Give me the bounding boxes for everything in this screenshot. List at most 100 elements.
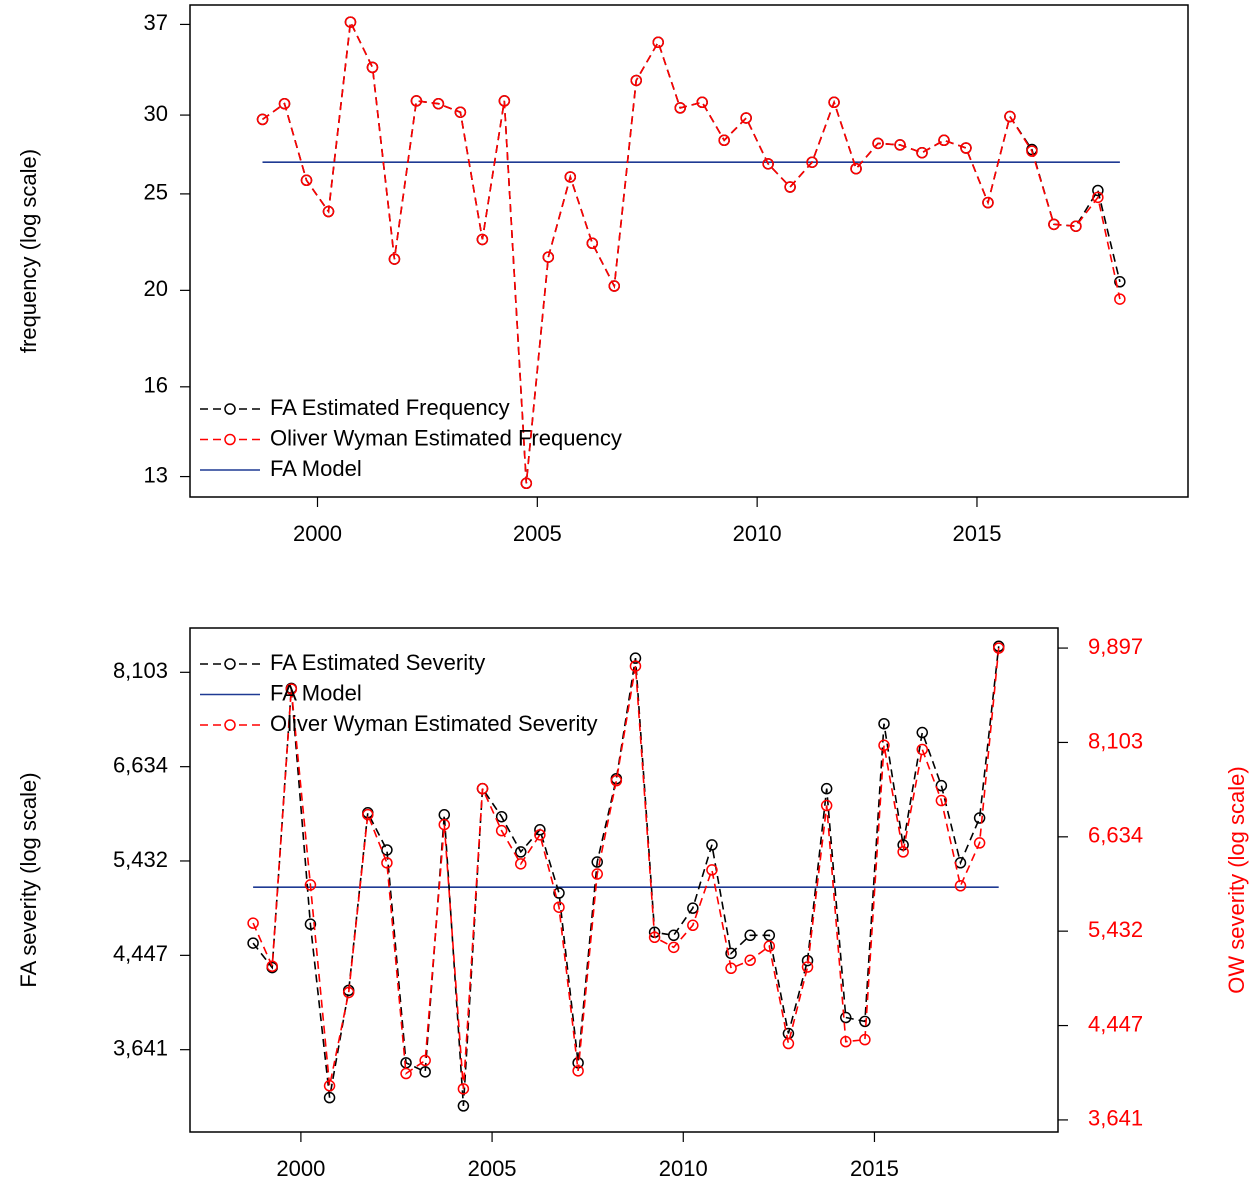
- data-point: [629, 652, 642, 664]
- x-tick-label: 2000: [293, 521, 342, 546]
- data-point: [515, 846, 527, 858]
- data-point: [342, 986, 355, 999]
- data-point: [954, 880, 967, 892]
- legend-marker: [224, 403, 236, 415]
- data-point: [916, 146, 928, 159]
- y-tick-label: 25: [144, 180, 168, 205]
- data-point: [515, 858, 527, 870]
- data-point: [725, 947, 737, 960]
- data-point: [850, 162, 862, 175]
- data-point: [820, 799, 833, 812]
- y-tick-label: 13: [144, 462, 168, 487]
- data-point: [520, 477, 533, 490]
- data-point: [894, 139, 906, 151]
- data-point: [438, 818, 451, 831]
- data-point: [553, 887, 565, 899]
- data-point: [498, 95, 511, 107]
- data-point: [648, 931, 661, 944]
- data-point: [419, 1054, 431, 1067]
- data-point: [608, 280, 621, 292]
- legend-label: FA Model: [270, 680, 362, 705]
- data-point: [806, 156, 818, 168]
- data-point: [629, 660, 642, 672]
- data-point: [476, 782, 489, 795]
- data-point: [591, 868, 603, 880]
- y2-tick-label: 8,103: [1088, 728, 1143, 753]
- x-tick-label: 2005: [513, 521, 562, 546]
- data-point: [859, 1033, 871, 1046]
- data-point: [1114, 293, 1126, 305]
- data-point: [718, 134, 730, 147]
- data-point: [381, 844, 393, 856]
- data-point: [300, 174, 313, 187]
- data-point: [610, 774, 623, 787]
- y-tick-label: 20: [144, 276, 168, 301]
- data-point: [495, 810, 508, 823]
- data-point: [667, 941, 680, 954]
- y-axis-title: FA severity (log scale): [16, 772, 41, 987]
- data-point: [840, 1035, 852, 1048]
- data-point: [457, 1100, 470, 1112]
- y2-tick-label: 3,641: [1088, 1106, 1143, 1131]
- data-point: [935, 794, 948, 807]
- data-point: [247, 917, 259, 929]
- legend-label: Oliver Wyman Estimated Severity: [270, 711, 597, 736]
- data-point: [247, 937, 259, 949]
- x-tick-label: 2015: [952, 521, 1001, 546]
- legend-marker: [224, 433, 236, 446]
- legend-marker: [224, 658, 236, 670]
- data-point: [1004, 110, 1016, 123]
- y2-axis-title: OW severity (log scale): [1224, 766, 1249, 993]
- x-tick-label: 2000: [276, 1156, 325, 1181]
- data-point: [992, 642, 1005, 654]
- data-point: [982, 196, 994, 209]
- data-point: [801, 961, 814, 973]
- y-tick-label: 8,103: [113, 658, 168, 683]
- data-point: [938, 134, 950, 147]
- data-point: [432, 97, 445, 110]
- data-point: [674, 102, 686, 114]
- data-point: [784, 181, 796, 193]
- y-tick-label: 37: [144, 10, 168, 35]
- data-point: [400, 1067, 412, 1080]
- data-point: [278, 97, 291, 110]
- y-tick-label: 16: [144, 373, 168, 398]
- data-point: [916, 743, 929, 756]
- data-point: [381, 857, 393, 869]
- data-point: [763, 929, 776, 942]
- x-tick-label: 2010: [659, 1156, 708, 1181]
- data-point: [542, 251, 555, 263]
- y2-tick-label: 9,897: [1088, 634, 1143, 659]
- y-tick-label: 3,641: [113, 1035, 168, 1060]
- data-point: [1048, 218, 1060, 231]
- data-point: [828, 96, 840, 109]
- data-point: [763, 940, 776, 952]
- x-tick-label: 2015: [850, 1156, 899, 1181]
- data-point: [897, 846, 909, 858]
- legend-label: Oliver Wyman Estimated Frequency: [270, 425, 622, 450]
- data-point: [872, 137, 884, 150]
- y-tick-label: 30: [144, 101, 168, 126]
- data-point: [878, 717, 890, 730]
- y2-tick-label: 5,432: [1088, 917, 1143, 942]
- y2-tick-label: 6,634: [1088, 823, 1143, 848]
- data-point: [973, 837, 986, 849]
- series-line: [252, 648, 1000, 1089]
- data-point: [476, 233, 489, 246]
- data-point: [362, 808, 374, 821]
- y2-tick-label: 4,447: [1088, 1011, 1143, 1036]
- data-point: [916, 726, 929, 739]
- data-point: [935, 779, 948, 792]
- data-point: [960, 142, 972, 154]
- y-tick-label: 6,634: [113, 752, 168, 777]
- data-point: [878, 739, 890, 752]
- data-point: [859, 1015, 871, 1028]
- data-point: [1092, 184, 1104, 197]
- data-point: [572, 1065, 584, 1077]
- data-point: [706, 839, 718, 851]
- data-point: [591, 856, 603, 868]
- data-point: [388, 253, 401, 265]
- data-point: [782, 1037, 795, 1050]
- data-point: [973, 812, 986, 824]
- data-point: [696, 96, 708, 109]
